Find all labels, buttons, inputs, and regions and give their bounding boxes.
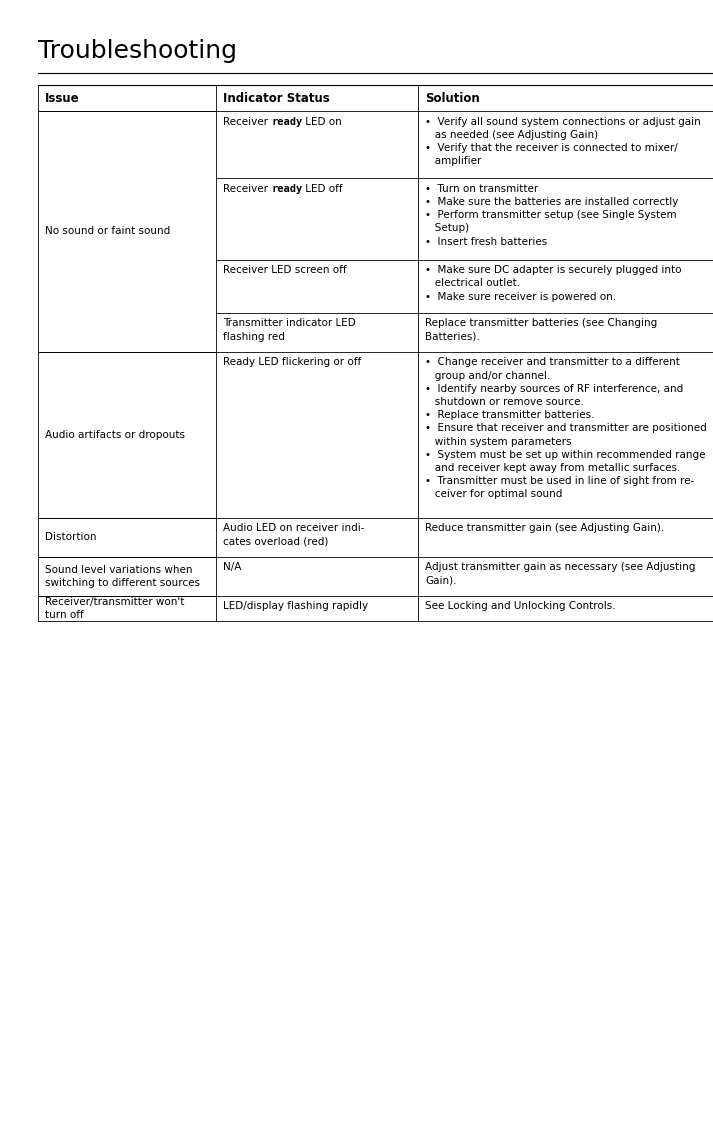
Text: Reduce transmitter gain (see Adjusting Gain).: Reduce transmitter gain (see Adjusting G… <box>425 523 665 534</box>
Text: LED off: LED off <box>302 184 343 194</box>
Text: Audio LED on receiver indi-
cates overload (red): Audio LED on receiver indi- cates overlo… <box>223 523 364 546</box>
Text: Troubleshooting: Troubleshooting <box>38 39 237 63</box>
Text: Solution: Solution <box>425 92 480 104</box>
Text: Sound level variations when
switching to different sources: Sound level variations when switching to… <box>45 564 200 587</box>
Text: Transmitter indicator LED
flashing red: Transmitter indicator LED flashing red <box>223 318 356 341</box>
Text: Indicator Status: Indicator Status <box>223 92 329 104</box>
Text: Audio artifacts or dropouts: Audio artifacts or dropouts <box>45 429 185 440</box>
Text: Adjust transmitter gain as necessary (see Adjusting
Gain).: Adjust transmitter gain as necessary (se… <box>425 562 695 585</box>
Text: See Locking and Unlocking Controls.: See Locking and Unlocking Controls. <box>425 601 615 611</box>
Text: Receiver LED screen off: Receiver LED screen off <box>223 266 347 275</box>
Text: •  Verify all sound system connections or adjust gain
   as needed (see Adjustin: • Verify all sound system connections or… <box>425 117 701 166</box>
Text: No sound or faint sound: No sound or faint sound <box>45 227 170 237</box>
Text: Ready LED flickering or off: Ready LED flickering or off <box>223 357 361 368</box>
Text: Receiver/transmitter won't
turn off: Receiver/transmitter won't turn off <box>45 597 185 619</box>
Text: ready: ready <box>271 117 302 127</box>
Text: Issue: Issue <box>45 92 80 104</box>
Text: ready: ready <box>271 184 302 194</box>
Text: Replace transmitter batteries (see Changing
Batteries).: Replace transmitter batteries (see Chang… <box>425 318 657 341</box>
Text: Receiver: Receiver <box>223 184 271 194</box>
Text: •  Make sure DC adapter is securely plugged into
   electrical outlet.
•  Make s: • Make sure DC adapter is securely plugg… <box>425 266 682 301</box>
Text: •  Turn on transmitter
•  Make sure the batteries are installed correctly
•  Per: • Turn on transmitter • Make sure the ba… <box>425 184 678 246</box>
Text: •  Change receiver and transmitter to a different
   group and/or channel.
•  Id: • Change receiver and transmitter to a d… <box>425 357 707 499</box>
Text: LED/display flashing rapidly: LED/display flashing rapidly <box>223 601 368 611</box>
Text: Receiver: Receiver <box>223 117 271 127</box>
Text: N/A: N/A <box>223 562 242 572</box>
Text: Distortion: Distortion <box>45 532 96 543</box>
Text: LED on: LED on <box>302 117 342 127</box>
